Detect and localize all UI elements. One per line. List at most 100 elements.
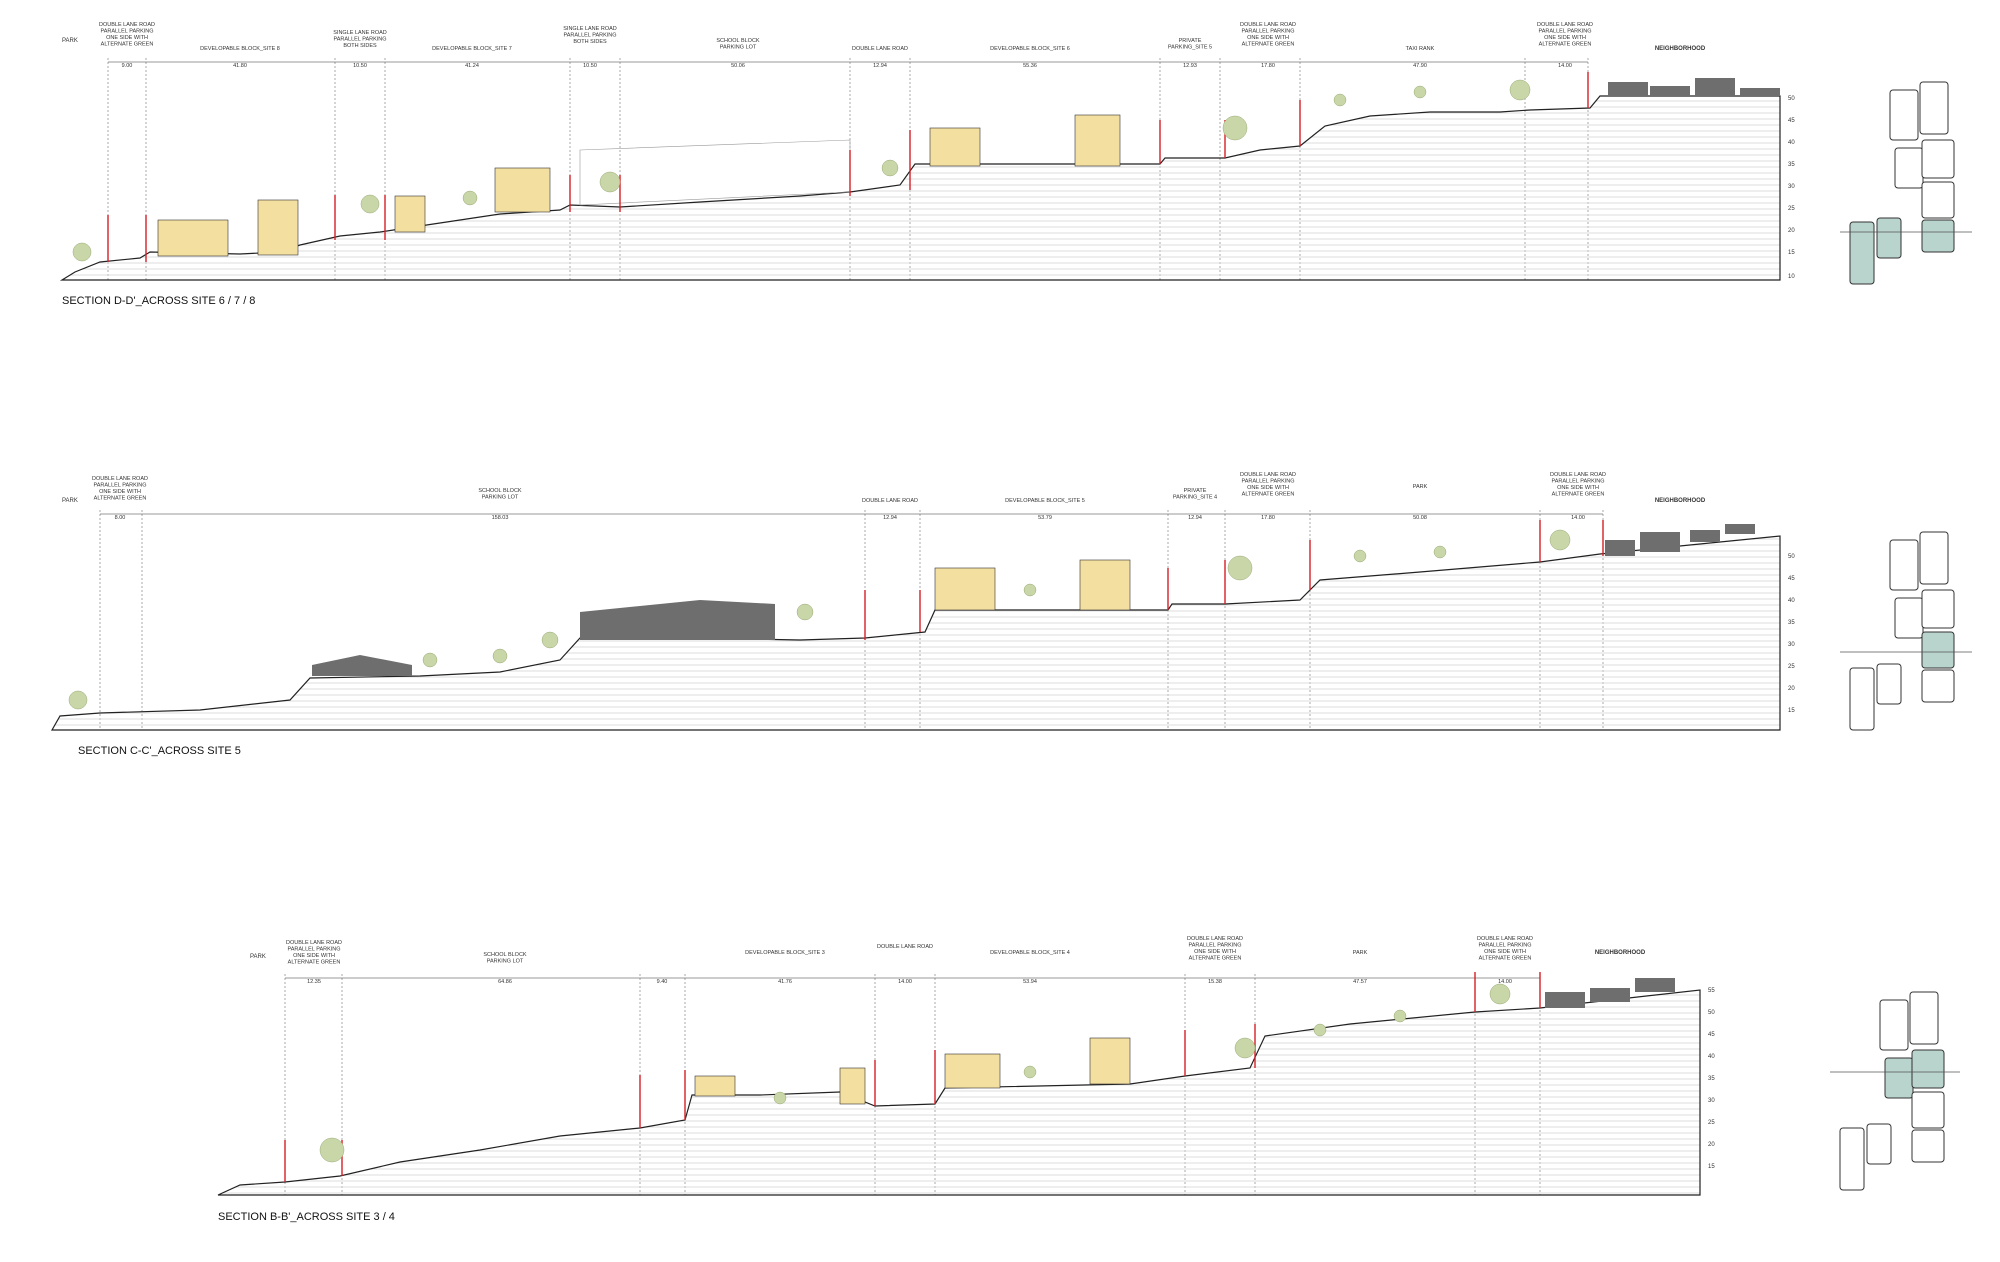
section-d-caption: SECTION D-D'_ACROSS SITE 6 / 7 / 8 [62, 295, 255, 307]
section-d-scale: 50 45 40 35 30 25 20 15 10 [1788, 96, 1795, 280]
label-park: PARK [62, 38, 78, 44]
svg-text:20: 20 [1788, 686, 1795, 692]
svg-text:35: 35 [1788, 162, 1795, 168]
svg-text:12.94: 12.94 [883, 515, 897, 521]
svg-text:10.50: 10.50 [583, 63, 597, 69]
svg-text:53.94: 53.94 [1023, 979, 1037, 985]
svg-text:50: 50 [1788, 554, 1795, 560]
label-single-lane-road-2: SINGLE LANE ROAD PARALLEL PARKING BOTH SID… [563, 26, 617, 45]
svg-text:NEIGHBORHOOD: NEIGHBORHOOD [1655, 498, 1706, 504]
svg-text:25: 25 [1788, 664, 1795, 670]
keymap-b [1830, 991, 1960, 1191]
keymap-d [1840, 81, 1972, 285]
svg-text:50: 50 [1708, 1010, 1715, 1016]
svg-text:17.80: 17.80 [1261, 515, 1275, 521]
svg-text:53.79: 53.79 [1038, 515, 1052, 521]
svg-text:14.00: 14.00 [898, 979, 912, 985]
svg-text:35: 35 [1788, 620, 1795, 626]
section-b: PARK DOUBLE LANE ROAD PARALLEL PARKING ONE… [217, 936, 1715, 1223]
svg-text:20: 20 [1788, 228, 1795, 234]
label-school-block-parking: SCHOOL BLOCK PARKING LOT [716, 38, 760, 51]
svg-text:15.38: 15.38 [1208, 979, 1222, 985]
svg-text:41.80: 41.80 [233, 63, 247, 69]
svg-text:50: 50 [1788, 96, 1795, 102]
svg-text:12.94: 12.94 [1188, 515, 1202, 521]
keymap-c [1840, 531, 1972, 731]
svg-text:NEIGHBORHOOD: NEIGHBORHOOD [1595, 950, 1646, 956]
svg-text:30: 30 [1788, 642, 1795, 648]
svg-text:40: 40 [1708, 1054, 1715, 1060]
svg-text:158.03: 158.03 [492, 515, 509, 521]
section-d-trees [72, 79, 1531, 262]
svg-text:14.00: 14.00 [1558, 63, 1572, 69]
label-private-parking-site-5: PRIVATE PARKING_SITE 5 [1168, 38, 1212, 51]
section-c-labels: PARK DOUBLE LANE ROAD PARALLEL PARKING ONE… [62, 472, 1706, 504]
svg-text:14.00: 14.00 [1571, 515, 1585, 521]
label-taxi-rank: TAXI RANK [1406, 46, 1435, 52]
svg-text:41.76: 41.76 [778, 979, 792, 985]
svg-text:9.00: 9.00 [122, 63, 133, 69]
svg-text:12.93: 12.93 [1183, 63, 1197, 69]
section-c: PARK DOUBLE LANE ROAD PARALLEL PARKING ONE… [50, 472, 1795, 757]
svg-text:45: 45 [1788, 118, 1795, 124]
svg-text:12.35: 12.35 [307, 979, 321, 985]
svg-text:47.90: 47.90 [1413, 63, 1427, 69]
section-c-caption: SECTION C-C'_ACROSS SITE 5 [78, 745, 241, 757]
section-d-labels: PARK DOUBLE LANE ROAD PARALLEL PARKING ONE… [62, 22, 1706, 52]
svg-text:45: 45 [1788, 576, 1795, 582]
label-neighborhood: NEIGHBORHOOD [1655, 46, 1706, 52]
svg-text:25: 25 [1708, 1120, 1715, 1126]
svg-text:17.80: 17.80 [1261, 63, 1275, 69]
label-double-lane-road-4: DOUBLE LANE ROAD PARALLEL PARKING ONE SIDE… [1537, 22, 1593, 48]
label-developable-block-site-6: DEVELOPABLE BLOCK_SITE 6 [990, 46, 1070, 52]
svg-text:15: 15 [1708, 1164, 1715, 1170]
svg-text:64.86: 64.86 [498, 979, 512, 985]
section-d-buildings [157, 78, 1780, 257]
svg-text:25: 25 [1788, 206, 1795, 212]
svg-text:8.00: 8.00 [115, 515, 126, 521]
svg-text:DEVELOPABLE BLOCK_SITE 5: DEVELOPABLE BLOCK_SITE 5 [1005, 498, 1085, 504]
label-double-lane-road-3: DOUBLE LANE ROAD PARALLEL PARKING ONE SIDE… [1240, 22, 1296, 48]
svg-text:47.57: 47.57 [1353, 979, 1367, 985]
svg-text:PARK: PARK [1353, 950, 1368, 956]
svg-text:14.00: 14.00 [1498, 979, 1512, 985]
svg-text:15: 15 [1788, 708, 1795, 714]
svg-text:10: 10 [1788, 274, 1795, 280]
section-d-dimensions: 9.00 41.80 10.50 41.24 10.50 50.06 12.94… [122, 63, 1572, 69]
svg-text:40: 40 [1788, 598, 1795, 604]
svg-text:55.36: 55.36 [1023, 63, 1037, 69]
svg-text:PARK: PARK [62, 498, 78, 504]
svg-text:DOUBLE LANE ROAD: DOUBLE LANE ROAD [862, 498, 918, 504]
svg-text:9.40: 9.40 [657, 979, 668, 985]
svg-text:DEVELOPABLE BLOCK_SITE 4: DEVELOPABLE BLOCK_SITE 4 [990, 950, 1070, 956]
svg-text:50.06: 50.06 [731, 63, 745, 69]
svg-text:15: 15 [1788, 250, 1795, 256]
svg-text:12.94: 12.94 [873, 63, 887, 69]
svg-text:50.08: 50.08 [1413, 515, 1427, 521]
svg-text:40: 40 [1788, 140, 1795, 146]
svg-text:10.50: 10.50 [353, 63, 367, 69]
label-developable-block-site-7: DEVELOPABLE BLOCK_SITE 7 [432, 46, 512, 52]
label-double-lane-road-2: DOUBLE LANE ROAD [852, 46, 908, 52]
svg-text:30: 30 [1708, 1098, 1715, 1104]
svg-text:45: 45 [1708, 1032, 1715, 1038]
svg-text:DOUBLE LANE ROAD: DOUBLE LANE ROAD [877, 944, 933, 950]
svg-text:35: 35 [1708, 1076, 1715, 1082]
section-c-ground [50, 535, 1781, 731]
label-developable-block-site-8: DEVELOPABLE BLOCK_SITE 8 [200, 46, 280, 52]
svg-text:55: 55 [1708, 988, 1715, 994]
label-single-lane-road: SINGLE LANE ROAD PARALLEL PARKING BOTH SID… [333, 30, 387, 49]
label-double-lane-road: DOUBLE LANE ROAD PARALLEL PARKING ONE SIDE… [99, 22, 155, 48]
section-d: PARK DOUBLE LANE ROAD PARALLEL PARKING ONE… [59, 22, 1795, 307]
svg-text:PARK: PARK [250, 954, 266, 960]
